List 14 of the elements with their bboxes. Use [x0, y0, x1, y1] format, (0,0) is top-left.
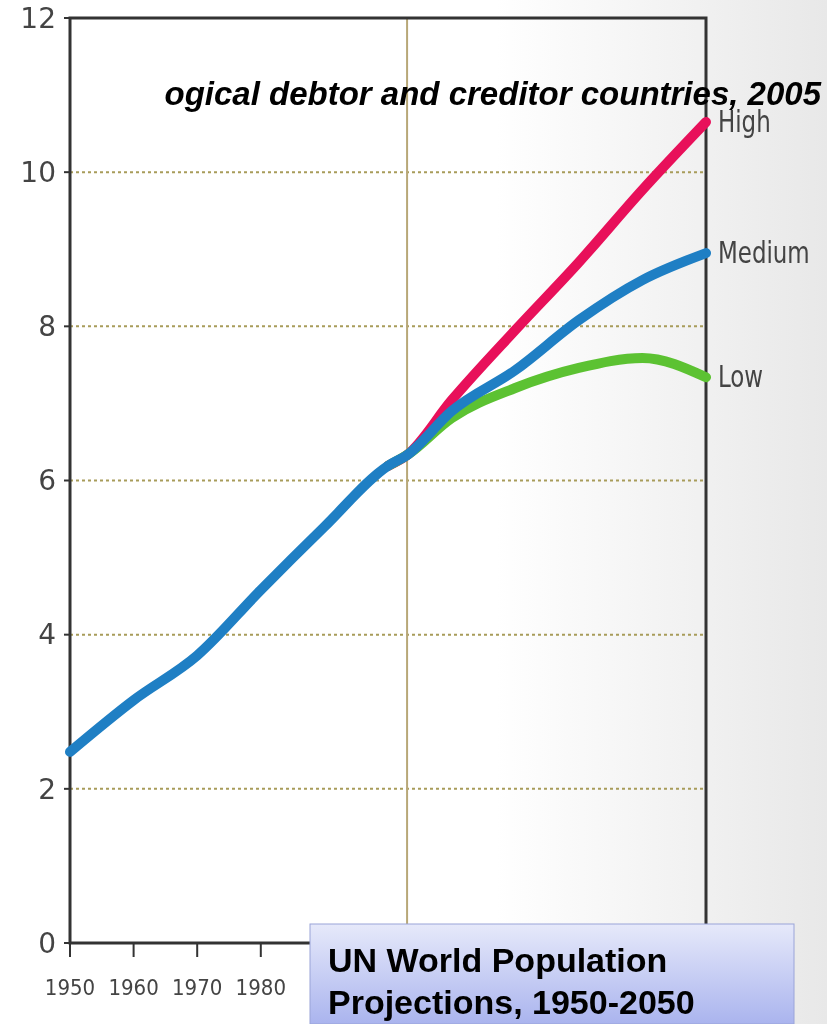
- annotation: UN World Population Projections, 1950-2050: [328, 941, 695, 1021]
- x-tick-label: 1960: [108, 975, 159, 1000]
- series-label: Low: [718, 359, 764, 395]
- y-tick-label: 4: [38, 618, 56, 652]
- y-tick-label: 8: [38, 310, 56, 344]
- x-tick-label: 1950: [44, 975, 96, 1000]
- y-tick-label: 10: [20, 155, 56, 189]
- y-tick-label: 12: [20, 1, 56, 35]
- series-label: Medium: [718, 235, 810, 271]
- y-tick-label: 6: [38, 464, 56, 498]
- y-tick-label: 0: [38, 926, 56, 960]
- x-tick-label: 1980: [235, 975, 286, 1000]
- y-tick-label: 2: [38, 772, 56, 806]
- x-tick-label: 1970: [172, 975, 223, 1000]
